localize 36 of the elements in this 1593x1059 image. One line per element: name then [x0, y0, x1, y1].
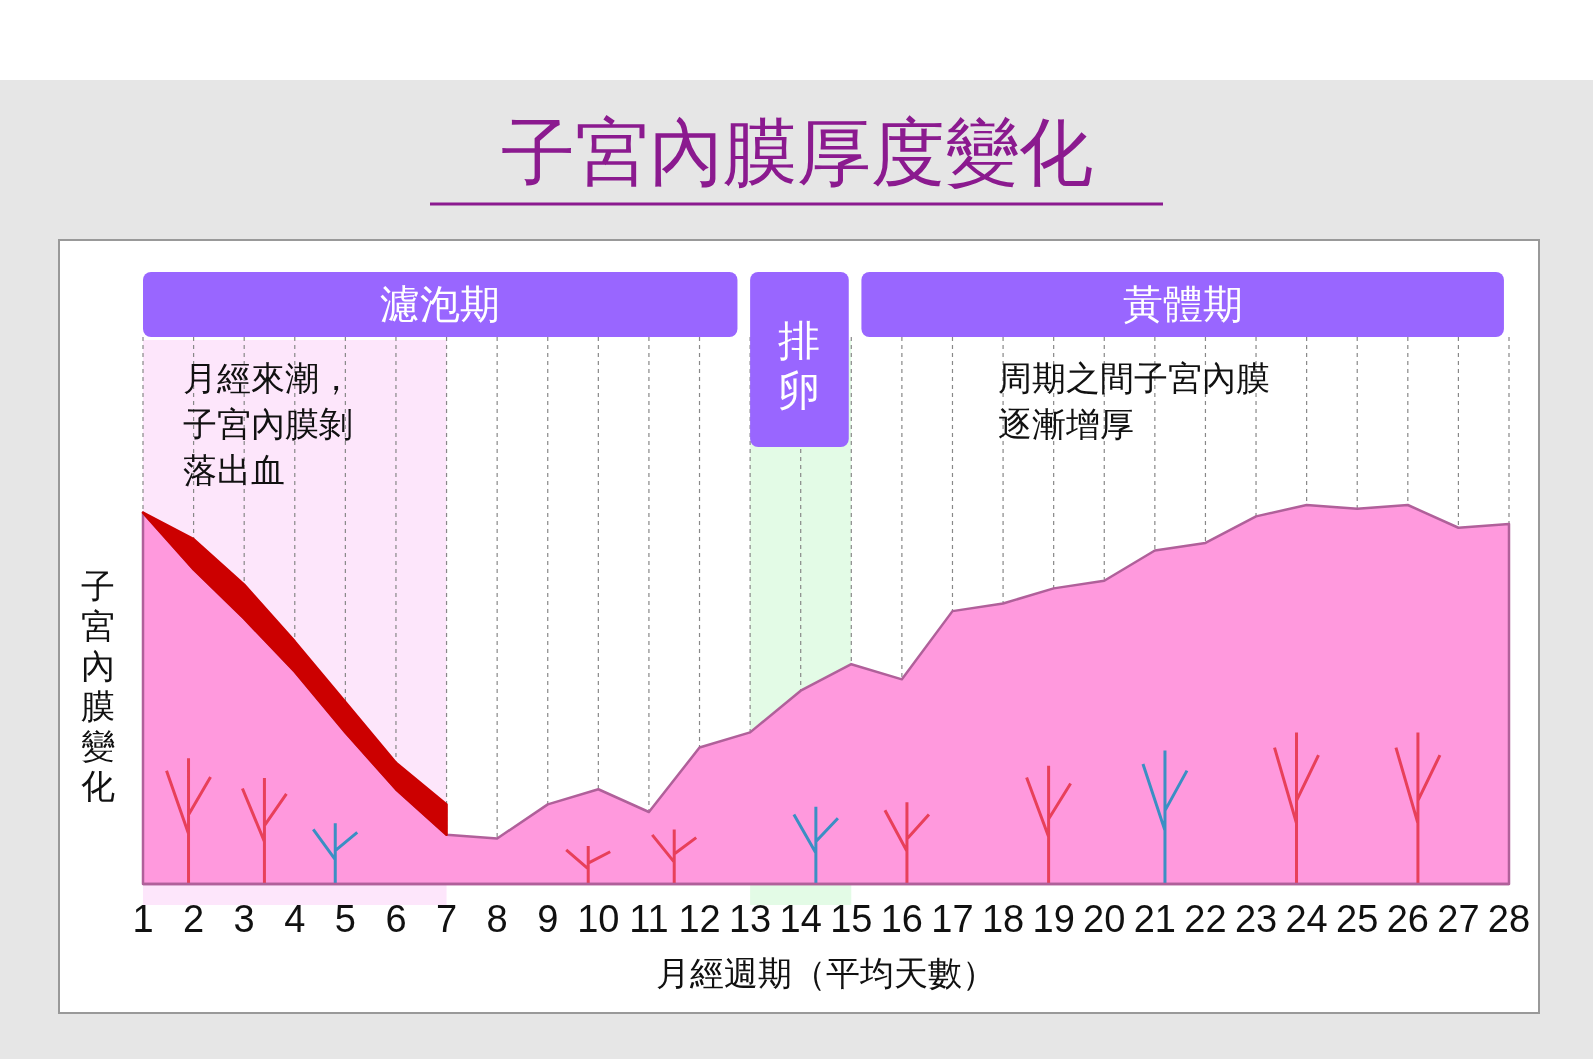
y-axis-title: 子宮內膜變化	[81, 566, 115, 806]
text: 月經來潮，子宮內膜剝落出血	[183, 358, 353, 490]
x-tick-label: 4	[284, 898, 306, 940]
x-tick-label: 5	[334, 898, 356, 940]
x-tick-label: 6	[385, 898, 407, 940]
text: 排卵	[778, 316, 821, 415]
x-tick-label: 17	[931, 898, 974, 940]
x-tick-label: 13	[728, 898, 772, 940]
x-tick-label: 27	[1437, 898, 1480, 940]
x-tick-label: 19	[1032, 898, 1075, 940]
x-tick-label: 18	[981, 898, 1025, 940]
x-tick-label: 21	[1133, 898, 1176, 940]
x-tick-label: 8	[486, 898, 508, 940]
x-tick-label: 7	[435, 898, 458, 940]
x-tick-label: 20	[1083, 898, 1126, 940]
x-tick-label: 3	[233, 898, 255, 940]
x-tick-label: 23	[1234, 898, 1278, 940]
x-tick-label: 26	[1386, 898, 1429, 940]
x-tick-label: 10	[577, 898, 620, 940]
text: 周期之間子宮內膜逐漸增厚	[998, 358, 1270, 444]
x-axis-title: 月經週期（平均天數）	[656, 953, 996, 993]
x-tick-label: 12	[678, 898, 721, 940]
chart-title: 子宮內膜厚度變化	[501, 109, 1093, 195]
x-tick-label: 25	[1336, 898, 1379, 940]
x-tick-label: 15	[830, 898, 873, 940]
x-tick-label: 9	[537, 898, 559, 940]
x-tick-label: 22	[1184, 898, 1227, 940]
x-tick-label: 14	[779, 898, 822, 940]
text: 濾泡期	[380, 281, 501, 327]
x-tick-label: 11	[629, 898, 669, 940]
x-tick-label: 16	[880, 898, 924, 940]
x-tick-label: 28	[1487, 898, 1531, 940]
x-tick-label: 24	[1285, 898, 1328, 940]
x-tick-label: 1	[132, 898, 154, 940]
x-tick-label: 2	[183, 898, 205, 940]
text: 黃體期	[1122, 281, 1243, 327]
